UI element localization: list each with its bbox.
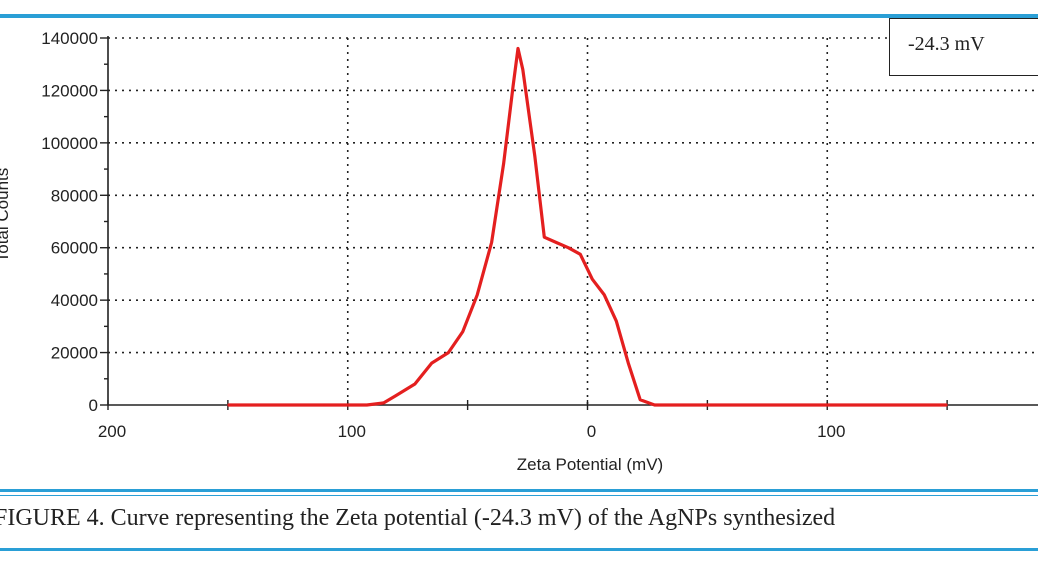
legend-text: -24.3 mV bbox=[908, 33, 985, 55]
x-axis-label: Zeta Potential (mV) bbox=[516, 455, 664, 474]
data-point bbox=[521, 68, 524, 71]
data-point bbox=[490, 241, 493, 244]
data-point bbox=[517, 47, 519, 50]
data-point bbox=[555, 241, 558, 244]
y-tick-label: 20000 bbox=[51, 344, 98, 363]
tick-labels: 0 20000 40000 60000 80000 100000 120000 140000 2… bbox=[41, 29, 845, 441]
data-point bbox=[730, 404, 733, 406]
top-rule bbox=[0, 14, 1038, 18]
data-point bbox=[615, 320, 618, 322]
data-point bbox=[462, 330, 464, 333]
data-point bbox=[227, 404, 229, 406]
axes bbox=[100, 36, 1038, 410]
x-tick-label: 0 bbox=[587, 422, 596, 441]
data-point bbox=[512, 84, 514, 86]
data-point bbox=[346, 404, 349, 406]
data-point bbox=[591, 278, 594, 280]
series bbox=[227, 46, 948, 407]
data-point bbox=[543, 236, 546, 239]
y-tick-label: 40000 bbox=[51, 291, 98, 310]
data-point bbox=[567, 246, 570, 249]
y-tick-label: 60000 bbox=[51, 239, 98, 258]
legend: -24.3 mV bbox=[889, 18, 1038, 76]
zeta-potential-chart: 0 20000 40000 60000 80000 100000 120000 140000 2… bbox=[41, 29, 1038, 441]
data-point bbox=[476, 294, 479, 296]
data-point bbox=[366, 404, 368, 406]
data-point bbox=[603, 294, 606, 296]
x-tick-label: 100 bbox=[817, 422, 845, 441]
data-point bbox=[414, 383, 416, 385]
data-point bbox=[502, 163, 505, 165]
caption-top-rule-thin bbox=[0, 495, 1038, 496]
y-tick-label: 80000 bbox=[51, 186, 98, 205]
x-tick-label: 200 bbox=[98, 422, 126, 441]
data-point bbox=[639, 398, 642, 401]
data-point bbox=[447, 351, 450, 354]
data-point bbox=[653, 404, 656, 406]
data-point bbox=[382, 402, 385, 404]
data-point bbox=[533, 155, 536, 157]
data-point bbox=[322, 404, 325, 406]
data-point bbox=[430, 362, 433, 364]
y-tick-label: 120000 bbox=[41, 81, 98, 100]
y-tick-label: 140000 bbox=[41, 29, 98, 48]
grid bbox=[108, 37, 1038, 405]
caption-bottom-rule bbox=[0, 548, 1038, 551]
y-axis-label: Total Counts bbox=[0, 167, 12, 263]
data-point bbox=[946, 404, 948, 406]
data-point bbox=[579, 253, 582, 256]
x-tick-label: 100 bbox=[338, 422, 366, 441]
data-point bbox=[826, 404, 829, 406]
figure-caption: FIGURE 4. Curve representing the Zeta po… bbox=[0, 505, 836, 531]
y-tick-label: 100000 bbox=[41, 134, 98, 153]
data-point bbox=[682, 404, 685, 406]
data-point bbox=[627, 362, 630, 364]
caption-top-rule bbox=[0, 489, 1038, 492]
data-point bbox=[394, 395, 397, 397]
y-tick-label: 0 bbox=[89, 396, 98, 415]
